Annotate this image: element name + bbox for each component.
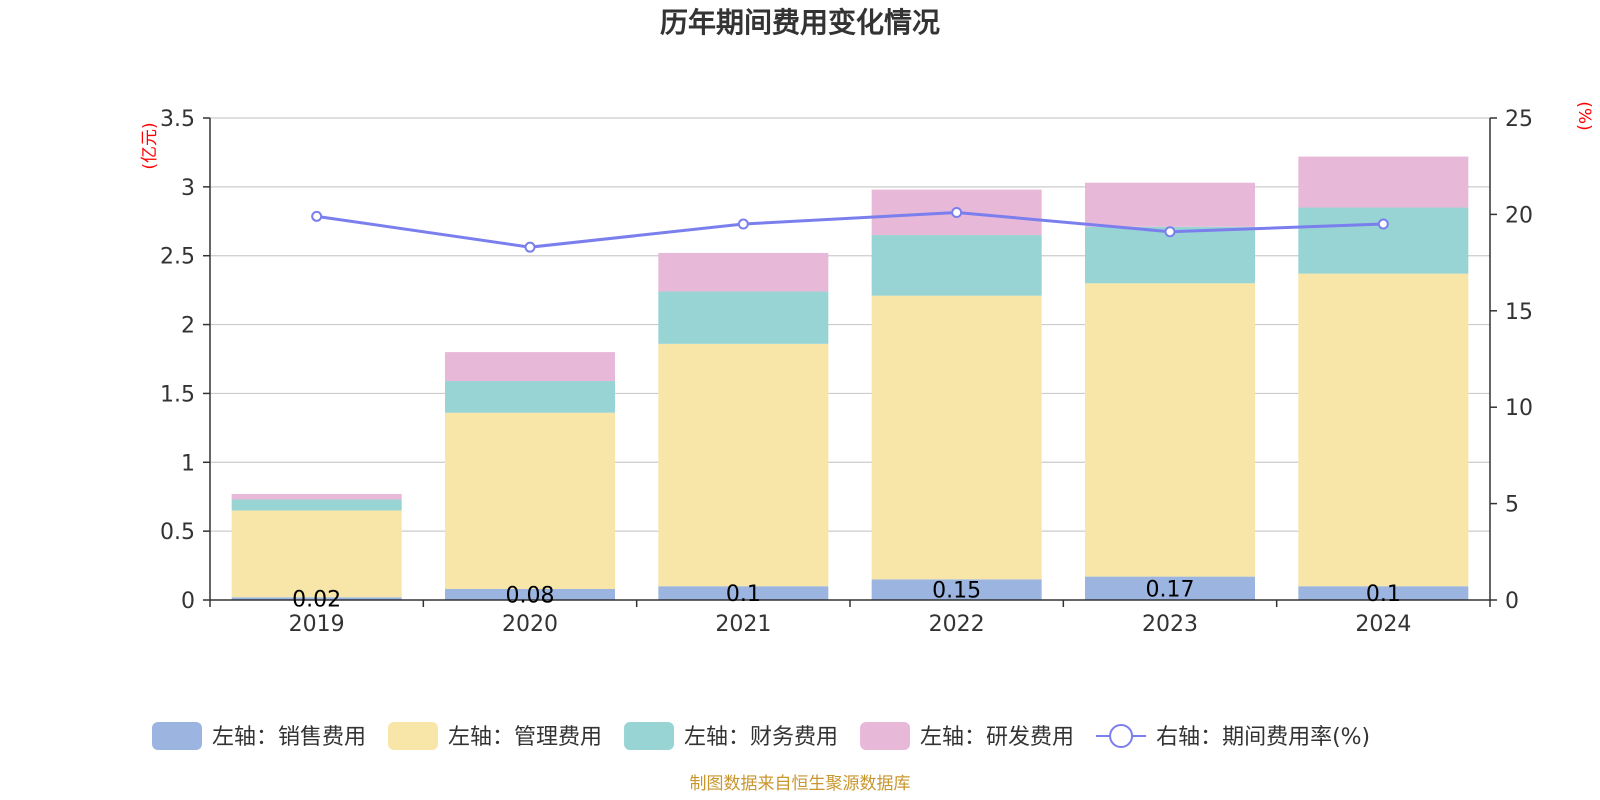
sales-data-label: 0.17 bbox=[1146, 577, 1195, 602]
bar-segment bbox=[658, 252, 829, 292]
left-tick-label: 2.5 bbox=[160, 245, 195, 270]
legend-swatch bbox=[152, 722, 202, 750]
left-tick-label: 3.5 bbox=[160, 107, 195, 132]
legend-swatch bbox=[624, 722, 675, 750]
legend-label: 右轴：期间费用率(%) bbox=[1156, 725, 1370, 750]
stacked-bars bbox=[231, 156, 1469, 600]
right-tick-label: 0 bbox=[1505, 589, 1519, 614]
bar-segment bbox=[1085, 283, 1255, 577]
bar-segment bbox=[658, 291, 829, 344]
rate-line bbox=[311, 206, 1389, 253]
bar-segment bbox=[445, 352, 615, 382]
rate-point bbox=[737, 218, 749, 230]
right-tick-label: 20 bbox=[1505, 203, 1533, 228]
left-axis-unit: (亿元) bbox=[140, 122, 160, 169]
left-tick-label: 0.5 bbox=[160, 520, 195, 545]
sales-data-label: 0.15 bbox=[932, 579, 981, 604]
data-labels: 0.02 0.08 0.1 0.15 0.17 0.1 bbox=[292, 577, 1401, 612]
bar-segment bbox=[1298, 586, 1469, 600]
x-tick-label: 2019 bbox=[289, 612, 345, 637]
x-tick-label: 2024 bbox=[1355, 612, 1411, 637]
axes: 0 0.5 1 1.5 2 2.5 3 3.5 0 5 10 15 20 25 2019 2020 2021 20… bbox=[160, 107, 1533, 637]
legend-line-marker bbox=[1109, 724, 1134, 748]
bar-segment bbox=[871, 235, 1042, 296]
legend: 左轴：销售费用 左轴：管理费用 左轴：财务费用 左轴：研发费用 右轴：期间费用率(%) bbox=[152, 722, 1370, 750]
legend-label: 左轴：管理费用 bbox=[448, 725, 602, 750]
rate-point bbox=[951, 206, 963, 218]
x-tick-label: 2020 bbox=[502, 612, 558, 637]
chart-title: 历年期间费用变化情况 bbox=[660, 6, 940, 39]
rate-point bbox=[1164, 226, 1176, 238]
bar-segment bbox=[445, 381, 615, 413]
bar-segment bbox=[1085, 182, 1255, 227]
bar-segment bbox=[231, 499, 402, 511]
x-tick-label: 2023 bbox=[1142, 612, 1198, 637]
bar-segment bbox=[445, 588, 615, 600]
legend-label: 左轴：研发费用 bbox=[920, 725, 1074, 750]
rate-point bbox=[311, 210, 323, 222]
grid-lines bbox=[210, 117, 1490, 532]
bar-segment bbox=[871, 579, 1042, 600]
left-tick-label: 0 bbox=[181, 589, 195, 614]
source-note: 制图数据来自恒生聚源数据库 bbox=[690, 774, 911, 794]
left-tick-label: 3 bbox=[181, 176, 195, 201]
bar-segment bbox=[231, 510, 402, 598]
right-tick-label: 25 bbox=[1505, 107, 1533, 132]
bar-segment bbox=[1085, 576, 1255, 600]
left-tick-label: 2 bbox=[181, 314, 195, 339]
right-tick-label: 15 bbox=[1505, 300, 1533, 325]
bar-segment bbox=[871, 295, 1042, 580]
sales-data-label: 0.1 bbox=[1366, 582, 1401, 607]
bar-segment bbox=[1298, 273, 1469, 587]
bar-segment bbox=[231, 493, 402, 500]
sales-data-label: 0.08 bbox=[506, 583, 555, 608]
right-tick-label: 5 bbox=[1505, 493, 1519, 518]
legend-swatch bbox=[860, 722, 911, 750]
legend-label: 左轴：销售费用 bbox=[212, 725, 366, 750]
rate-point bbox=[524, 241, 536, 253]
left-tick-label: 1.5 bbox=[160, 382, 195, 407]
bar-segment bbox=[1298, 207, 1469, 274]
bar-segment bbox=[658, 343, 829, 587]
rate-line-path bbox=[316, 210, 1384, 249]
sales-data-label: 0.02 bbox=[292, 588, 341, 613]
bar-segment bbox=[445, 412, 615, 589]
legend-swatch bbox=[388, 722, 439, 750]
bar-segment bbox=[658, 586, 829, 600]
x-tick-label: 2021 bbox=[715, 612, 771, 637]
sales-data-label: 0.1 bbox=[726, 582, 761, 607]
right-axis-unit: (%) bbox=[1574, 101, 1594, 130]
x-tick-label: 2022 bbox=[929, 612, 985, 637]
left-tick-label: 1 bbox=[181, 451, 195, 476]
right-tick-label: 10 bbox=[1505, 396, 1533, 421]
legend-label: 左轴：财务费用 bbox=[684, 725, 838, 750]
rate-point bbox=[1377, 218, 1389, 230]
bar-segment bbox=[1298, 156, 1469, 208]
bar-segment bbox=[231, 597, 402, 600]
